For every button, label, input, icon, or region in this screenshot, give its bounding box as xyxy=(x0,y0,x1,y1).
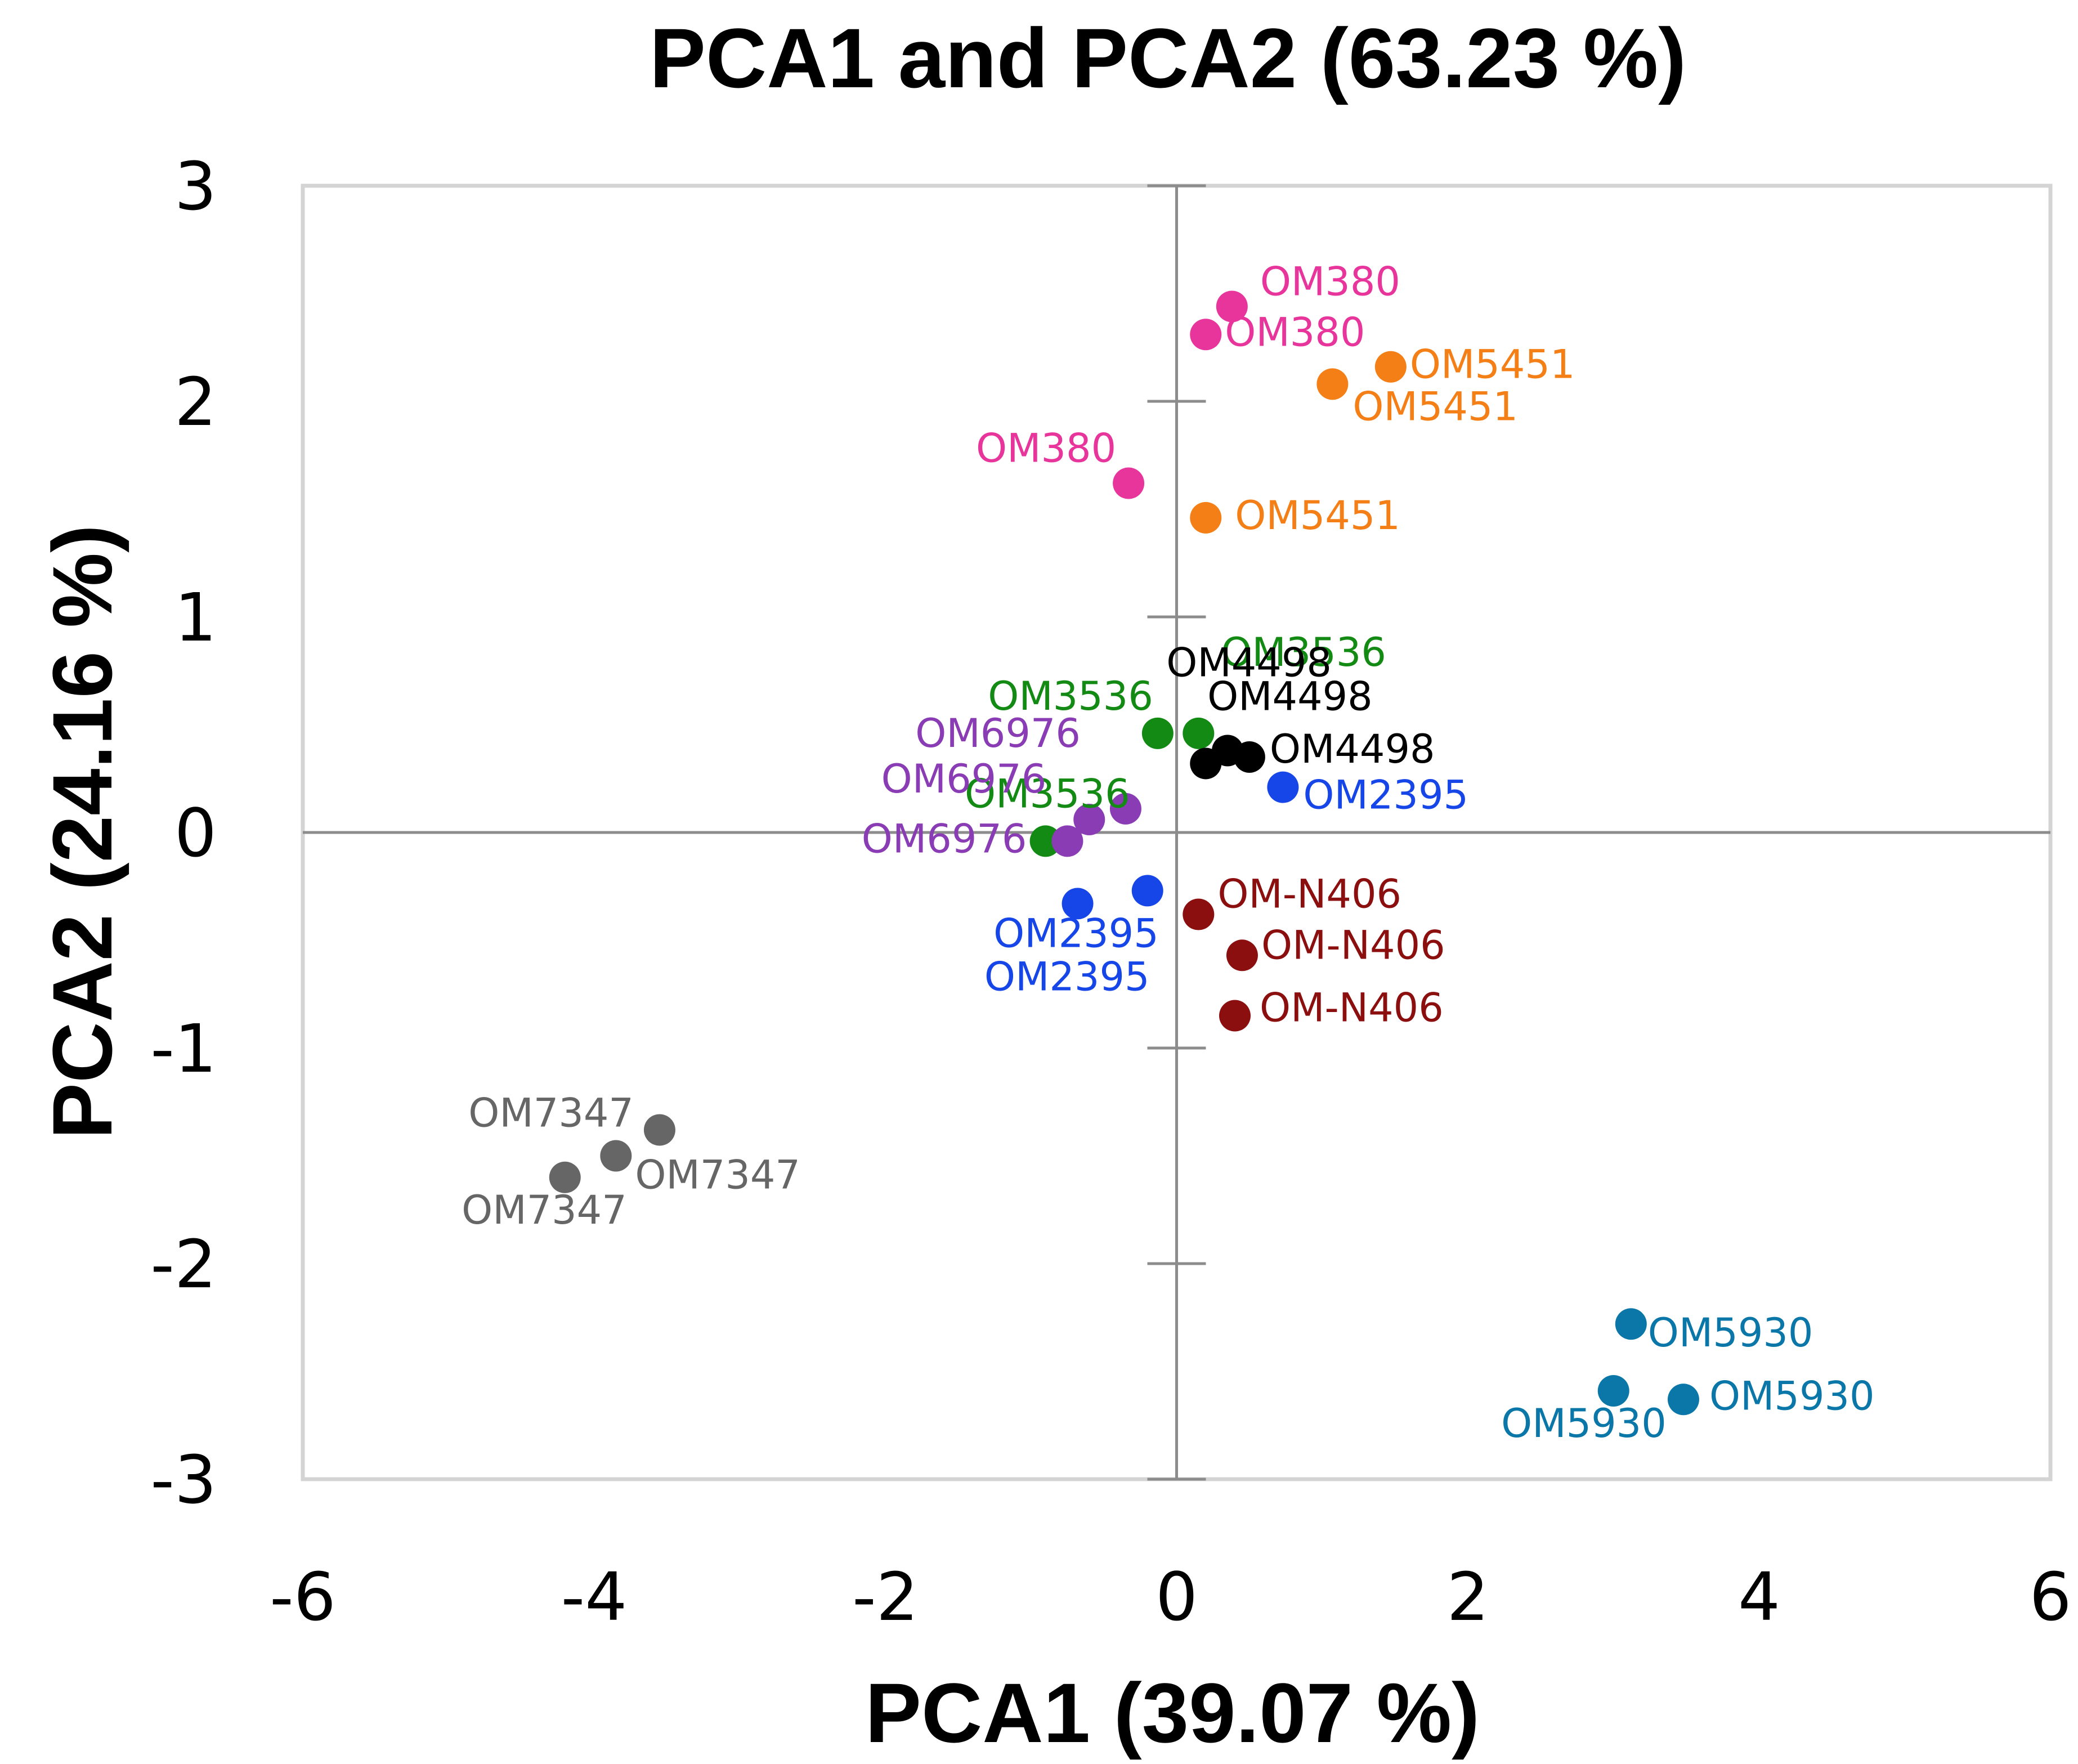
data-point xyxy=(1183,717,1215,749)
point-label: OM5451 xyxy=(1235,493,1400,539)
data-point xyxy=(1615,1308,1647,1340)
point-label: OM2395 xyxy=(1303,772,1468,818)
point-label: OM5930 xyxy=(1709,1373,1875,1419)
y-tick-label: -1 xyxy=(150,1010,217,1087)
point-label: OM3536 xyxy=(965,771,1130,817)
data-point xyxy=(1597,1375,1629,1407)
point-label: OM-N406 xyxy=(1261,922,1445,968)
y-axis-label: PCA2 (24.16 %) xyxy=(35,525,129,1139)
y-tick-label: 1 xyxy=(174,579,217,656)
point-label: OM2395 xyxy=(993,910,1159,956)
data-point xyxy=(1073,804,1105,836)
point-label: OM6976 xyxy=(881,756,1047,802)
y-tick-label: 0 xyxy=(174,794,217,872)
x-axis-label: PCA1 (39.07 %) xyxy=(865,1665,1480,1760)
point-label: OM5451 xyxy=(1353,383,1518,429)
y-tick-label: -2 xyxy=(150,1225,217,1303)
data-point xyxy=(1316,368,1349,400)
point-label: OM380 xyxy=(1260,258,1400,305)
point-label: OM7347 xyxy=(462,1187,627,1233)
data-point xyxy=(1131,875,1163,907)
data-point xyxy=(1029,825,1062,857)
point-label: OM-N406 xyxy=(1260,985,1444,1031)
data-point xyxy=(549,1161,581,1193)
point-label: OM6976 xyxy=(915,710,1081,756)
y-tick-labels: -3 -2 -1 0 1 2 3 xyxy=(150,147,217,1519)
data-point xyxy=(1062,888,1094,920)
point-label: OM2395 xyxy=(984,953,1150,1000)
axes-layer xyxy=(303,184,2050,1481)
y-tick-label: 3 xyxy=(174,147,217,225)
point-label: OM-N406 xyxy=(1217,871,1401,917)
point-label: OM380 xyxy=(976,426,1116,472)
data-point xyxy=(1267,771,1299,803)
point-label: OM5930 xyxy=(1648,1310,1813,1356)
point-label: OM4498 xyxy=(1207,673,1373,719)
data-point xyxy=(1667,1384,1699,1416)
point-label: OM7347 xyxy=(635,1152,800,1198)
data-point xyxy=(1051,825,1083,857)
point-label: OM380 xyxy=(1225,309,1365,355)
point-label: OM5930 xyxy=(1501,1400,1667,1447)
point-label: OM4498 xyxy=(1166,639,1332,686)
point-label: OM3536 xyxy=(988,673,1153,719)
x-tick-label: -6 xyxy=(270,1558,336,1636)
data-point xyxy=(1190,319,1222,351)
y-tick-label: 2 xyxy=(174,363,217,441)
data-point xyxy=(1109,793,1141,825)
data-point xyxy=(1216,290,1248,323)
x-tick-label: 4 xyxy=(1738,1558,1780,1636)
data-point xyxy=(600,1140,632,1172)
point-labels: OM380OM380OM380OM5451OM5451OM5451OM3536O… xyxy=(462,258,1874,1446)
point-label: OM5451 xyxy=(1410,342,1575,388)
x-tick-labels: -6 -4 -2 0 2 4 6 xyxy=(270,1558,2071,1636)
x-tick-label: -2 xyxy=(852,1558,919,1636)
data-point xyxy=(1219,1000,1251,1032)
chart-title: PCA1 and PCA2 (63.23 %) xyxy=(650,11,1686,105)
x-tick-label: 2 xyxy=(1446,1558,1489,1636)
data-point xyxy=(1183,898,1215,930)
x-tick-label: -4 xyxy=(561,1558,628,1636)
data-point xyxy=(1113,467,1145,499)
point-label: OM4498 xyxy=(1270,726,1435,772)
x-tick-label: 6 xyxy=(2029,1558,2071,1636)
data-point xyxy=(1190,502,1222,534)
data-point xyxy=(1226,939,1258,971)
data-point xyxy=(1374,351,1407,383)
y-tick-label: -3 xyxy=(150,1441,217,1519)
point-label: OM7347 xyxy=(468,1090,634,1136)
data-point xyxy=(643,1114,675,1146)
x-tick-label: 0 xyxy=(1156,1558,1198,1636)
data-point xyxy=(1190,747,1222,780)
data-points xyxy=(549,290,1699,1416)
data-point xyxy=(1141,717,1174,749)
point-label: OM6976 xyxy=(862,816,1027,862)
point-label: OM3536 xyxy=(1221,629,1386,675)
